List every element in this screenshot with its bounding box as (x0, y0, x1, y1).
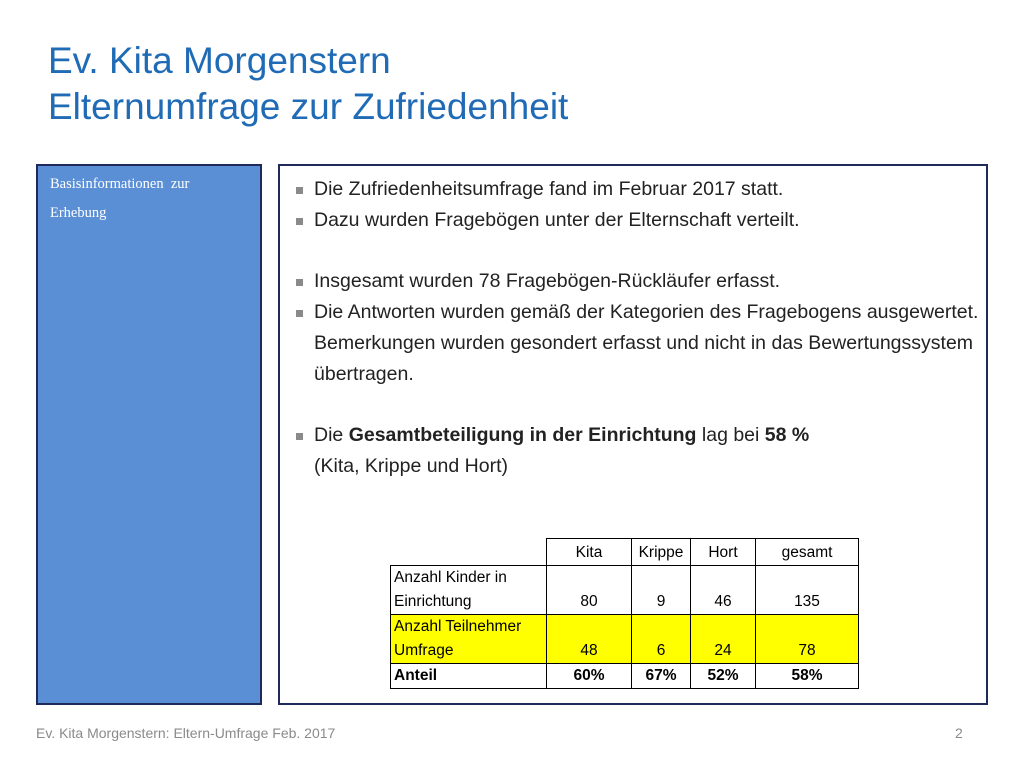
table-corner (390, 538, 547, 566)
title-line-1: Ev. Kita Morgenstern (48, 40, 391, 81)
table-cell: 9 (631, 565, 691, 615)
content-box: Die Zufriedenheitsumfrage fand im Februa… (278, 164, 988, 705)
side-panel-line-1: Basisinformationen zur (50, 176, 190, 192)
table-cell: 6 (631, 614, 691, 664)
participation-table: Kita Krippe Hort gesamt Anzahl Kinder in… (390, 538, 859, 689)
table-header-cell: gesamt (755, 538, 859, 566)
table-row: Anteil 60% 67% 52% 58% (390, 663, 859, 689)
table-row-label: Anteil (390, 663, 547, 689)
bullet-square-icon (296, 433, 303, 440)
table-cell: 78 (755, 614, 859, 664)
bullet-text: Insgesamt wurden 78 Fragebögen-Rückläufe… (314, 270, 781, 292)
table-cell: 24 (690, 614, 756, 664)
bullet-item: Die Zufriedenheitsumfrage fand im Februa… (292, 174, 982, 205)
table-row-label: Anzahl Kinder in Einrichtung (390, 565, 547, 615)
bullet-square-icon (296, 187, 303, 194)
bullet-text-pre: Die (314, 424, 349, 446)
bullet-bold-percent: 58 % (764, 424, 810, 446)
table-row-label: Anzahl Teilnehmer Umfrage (390, 614, 547, 664)
bullet-square-icon (296, 310, 303, 317)
table-cell: 67% (631, 663, 691, 689)
table-cell: 46 (690, 565, 756, 615)
slide-title: Ev. Kita Morgenstern Elternumfrage zur Z… (48, 38, 568, 130)
table-header-row: Kita Krippe Hort gesamt (390, 538, 859, 566)
bullet-text: Die Antworten wurden gemäß der Kategorie… (314, 301, 979, 385)
bullet-item: Dazu wurden Fragebögen unter der Elterns… (292, 205, 982, 236)
bullet-square-icon (296, 218, 303, 225)
table-cell: 135 (755, 565, 859, 615)
bullet-subline: (Kita, Krippe und Hort) (314, 455, 509, 477)
bullet-square-icon (296, 279, 303, 286)
table-header-cell: Kita (546, 538, 632, 566)
table-cell: 48 (546, 614, 632, 664)
bullet-bold-participation: Gesamtbeteiligung in der Einrichtung (348, 424, 697, 446)
bullet-text: Die Zufriedenheitsumfrage fand im Februa… (314, 178, 784, 200)
table-cell: 80 (546, 565, 632, 615)
bullet-item: Die Gesamtbeteiligung in der Einrichtung… (292, 420, 982, 482)
bullet-text-mid: lag bei (696, 424, 765, 446)
table-header-cell: Hort (690, 538, 756, 566)
title-line-2: Elternumfrage zur Zufriedenheit (48, 86, 569, 127)
table-header-cell: Krippe (631, 538, 691, 566)
table-row-highlighted: Anzahl Teilnehmer Umfrage 48 6 24 78 (390, 614, 859, 664)
side-panel-line-2: Erhebung (50, 205, 107, 221)
footer-text: Ev. Kita Morgenstern: Eltern-Umfrage Feb… (36, 725, 336, 741)
page-number: 2 (955, 725, 963, 741)
bullet-text: Dazu wurden Fragebögen unter der Elterns… (314, 209, 800, 231)
bullet-list: Die Zufriedenheitsumfrage fand im Februa… (292, 174, 982, 482)
side-panel: Basisinformationen zur Erhebung (36, 164, 262, 705)
table-cell: 60% (546, 663, 632, 689)
bullet-item: Die Antworten wurden gemäß der Kategorie… (292, 297, 982, 390)
bullet-item: Insgesamt wurden 78 Fragebögen-Rückläufe… (292, 266, 982, 297)
table-row: Anzahl Kinder in Einrichtung 80 9 46 135 (390, 565, 859, 615)
table-cell: 58% (755, 663, 859, 689)
table-cell: 52% (690, 663, 756, 689)
